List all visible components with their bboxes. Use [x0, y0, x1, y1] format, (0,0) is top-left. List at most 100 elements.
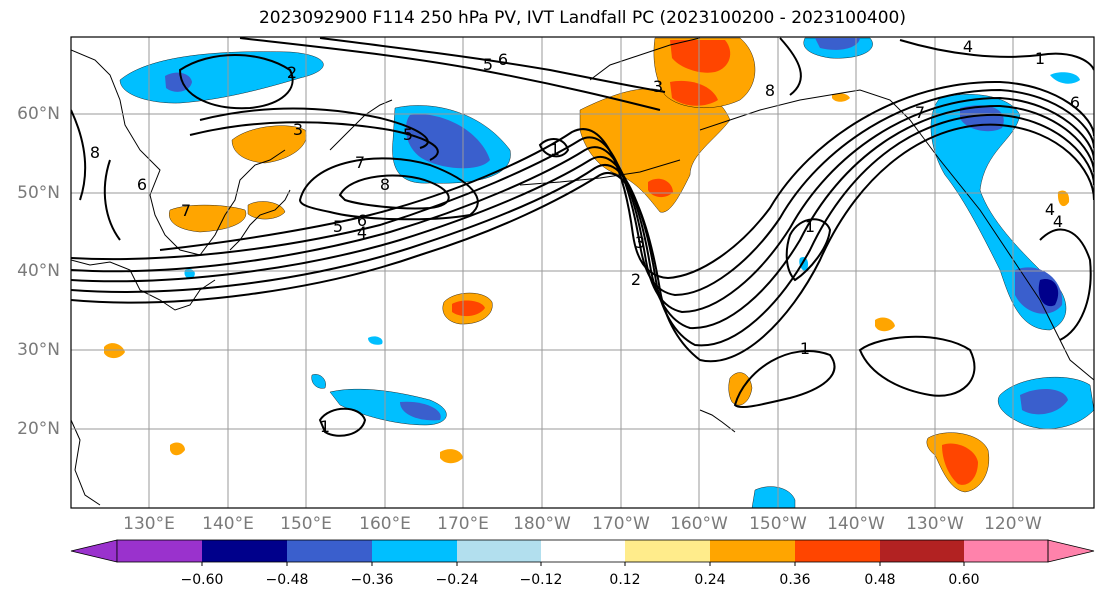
- contour-east: [1039, 228, 1092, 341]
- contour-closed-nw: [178, 54, 294, 110]
- blob-pos-5-core-b: [670, 80, 718, 106]
- colorbar-frame: [116, 539, 1049, 563]
- contour-label: 4: [1045, 200, 1055, 219]
- blob-neg-10: [368, 336, 383, 345]
- lat-label: 60°N: [17, 104, 60, 124]
- contour-label: 8: [380, 175, 390, 194]
- colorbar-tick-label: −0.24: [435, 572, 479, 588]
- colorbar-tick-label: −0.60: [180, 572, 224, 588]
- contour-label: 3: [293, 120, 303, 139]
- contour-label: 2: [287, 63, 297, 82]
- contour-label: 1: [550, 140, 560, 159]
- contour-small-2: [785, 218, 832, 282]
- contour-label: 3: [635, 233, 645, 252]
- coast-east-asia: [71, 259, 216, 311]
- colorbar-swatch: [541, 540, 625, 562]
- colorbar-tick-label: −0.36: [350, 572, 394, 588]
- contour-north-1: [239, 37, 661, 111]
- contour-label: 3: [653, 77, 663, 96]
- colorbar-swatch: [710, 540, 795, 562]
- blob-pos-5-core-a: [670, 40, 731, 73]
- blob-pos-13: [832, 93, 850, 102]
- colorbar-extend-low: [70, 539, 118, 563]
- blob-neg-6-core: [400, 401, 441, 421]
- lon-label: 160°W: [670, 514, 728, 534]
- contour-label: 7: [355, 153, 365, 172]
- colorbar-swatch: [457, 540, 541, 562]
- contour-label: 5: [333, 217, 343, 236]
- blob-pos-7-core: [942, 443, 978, 485]
- blob-neg-2-core: [405, 114, 490, 169]
- blob-pos-6-core: [452, 300, 485, 317]
- lon-label: 160°E: [359, 514, 411, 534]
- colorbar: [70, 539, 1095, 566]
- contour-small-4: [858, 335, 976, 397]
- colorbar-tick-label: 0.36: [779, 572, 811, 588]
- contour-label: 4: [357, 223, 367, 242]
- contour-pv-low: [298, 157, 479, 221]
- lon-label: 130°W: [906, 514, 964, 534]
- contour-west: [103, 159, 121, 241]
- contour-label: 6: [137, 175, 147, 194]
- blob-pos-14: [1057, 190, 1070, 207]
- contour-label: 7: [181, 201, 191, 220]
- contour-label: 1: [800, 339, 810, 358]
- colorbar-swatch: [964, 540, 1048, 562]
- blob-neg-8: [751, 486, 796, 508]
- blob-pos-3: [247, 201, 286, 220]
- lat-label: 50°N: [17, 183, 60, 203]
- colorbar-swatch: [880, 540, 964, 562]
- contour-label: 8: [90, 143, 100, 162]
- colorbar-tick-label: 0.48: [864, 572, 896, 588]
- coast-philippines: [71, 419, 101, 506]
- contour-north-2: [319, 37, 666, 93]
- blob-pos-9: [104, 343, 125, 359]
- contour-label: 1: [320, 417, 330, 436]
- contour-small-5: [318, 407, 367, 437]
- contour-label: 6: [498, 50, 508, 69]
- contour-label: 7: [915, 103, 925, 122]
- colorbar-tick-label: −0.12: [519, 572, 563, 588]
- blob-pos-10: [875, 317, 895, 332]
- lon-label: 170°E: [437, 514, 489, 534]
- blob-pos-11: [440, 449, 463, 464]
- colorbar-swatch: [795, 540, 880, 562]
- blob-pos-1: [231, 125, 307, 164]
- colorbar-tick-label: 0.24: [694, 572, 726, 588]
- contour-band-2: [189, 121, 439, 161]
- lat-label: 40°N: [17, 261, 60, 281]
- contour-label: 4: [963, 37, 973, 56]
- contour-small-1: [538, 138, 570, 158]
- contour-label: 5: [483, 55, 493, 74]
- lon-label: 140°W: [827, 514, 885, 534]
- lon-label: 120°W: [984, 514, 1042, 534]
- colorbar-tick-label: 0.60: [948, 572, 980, 588]
- figure-title: 2023092900 F114 250 hPa PV, IVT Landfall…: [258, 8, 906, 28]
- contour-label: 6: [357, 211, 367, 230]
- lon-label: 150°E: [280, 514, 332, 534]
- lon-label: 140°E: [202, 514, 254, 534]
- lon-label: 170°W: [592, 514, 650, 534]
- contour-west-2: [71, 109, 87, 201]
- contour-label: 6: [1070, 93, 1080, 112]
- colorbar-swatch: [202, 540, 287, 562]
- contour-3: [71, 104, 1094, 330]
- coast-north-america: [699, 89, 1094, 381]
- blob-neg-3-core: [815, 38, 860, 50]
- coastlines: [71, 37, 1094, 506]
- ivt-contours: [71, 37, 1094, 437]
- colorbar-swatch: [625, 540, 710, 562]
- map-frame: [70, 36, 1095, 509]
- contour-labels: 2 5 6 4 3 8 7 1 6 7 8 3 5 4 6 1 3 2 8 4 …: [90, 37, 1080, 436]
- colorbar-swatch: [372, 540, 457, 562]
- contour-label: 1: [805, 217, 815, 236]
- blob-neg-9: [1050, 72, 1080, 84]
- lat-label: 20°N: [17, 419, 60, 439]
- coast-hawaii: [699, 409, 736, 433]
- lat-label: 30°N: [17, 340, 60, 360]
- blob-neg-7: [311, 374, 326, 389]
- blob-pos-8: [728, 372, 753, 406]
- contour-6: [159, 80, 1094, 280]
- blob-pos-12: [170, 442, 185, 456]
